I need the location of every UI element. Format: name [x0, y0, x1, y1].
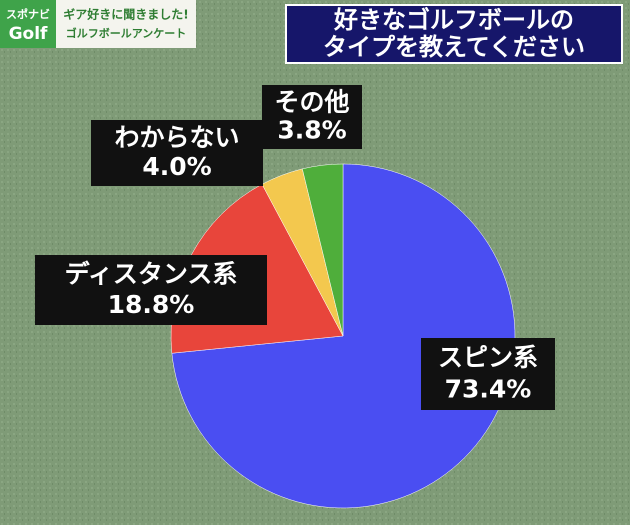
value-label: 4.0%: [142, 152, 211, 181]
banner-text: ギア好きに聞きました!: [63, 7, 188, 22]
pie-slice: [171, 163, 516, 509]
label-box: [262, 85, 362, 149]
label-box: [91, 120, 263, 186]
logo-box: [0, 0, 56, 48]
slice-label: ディスタンス系: [65, 259, 238, 288]
pie: [170, 163, 516, 509]
slice-label: スピン系: [438, 343, 538, 372]
slice-label: わからない: [114, 123, 239, 152]
value-label: 3.8%: [277, 116, 346, 145]
slice-label: その他: [274, 88, 349, 117]
pie-slice: [302, 163, 344, 337]
label-box: [35, 255, 267, 325]
chart-title: タイプを教えてください: [323, 33, 585, 61]
value-label: 73.4%: [445, 375, 532, 404]
chart-title: 好きなゴルフボールの: [333, 6, 574, 34]
logo-text: スポナビ: [6, 7, 50, 21]
banner-text: ゴルフボールアンケート: [66, 26, 187, 40]
label-box: [421, 338, 555, 410]
value-label: 18.8%: [108, 290, 195, 319]
logo-text: Golf: [9, 24, 48, 44]
banner-box: [56, 0, 196, 48]
title-box: [285, 4, 623, 64]
